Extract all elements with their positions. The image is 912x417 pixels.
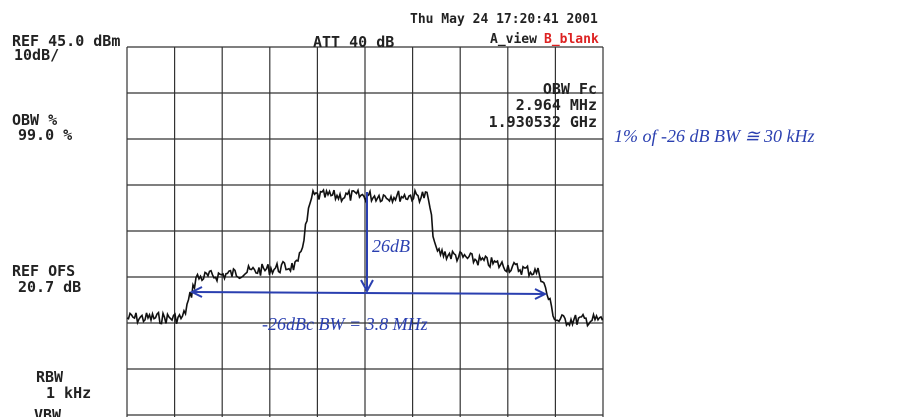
obw-value: 99.0 % <box>18 126 72 144</box>
obw-label: OBW % <box>12 111 57 129</box>
rbw-label: RBW <box>36 368 64 386</box>
ref-offset-label: REF OFS <box>12 262 75 280</box>
rbw-value: 1 kHz <box>46 384 91 402</box>
scale: 10dB/ <box>14 46 59 64</box>
bandwidth-note: -26dBc BW = 3.8 MHz <box>262 314 428 334</box>
timestamp: Thu May 24 17:20:41 2001 <box>410 12 598 27</box>
side-note: 1% of -26 dB BW ≅ 30 kHz <box>614 126 815 146</box>
arrow-head <box>360 279 374 294</box>
ref-level: REF 45.0 dBm <box>12 32 120 50</box>
marker-label: OBW Fc <box>543 80 597 98</box>
graticule <box>126 46 604 417</box>
marker-bandwidth: 2.964 MHz <box>516 96 597 114</box>
ref-offset-value: 20.7 dB <box>18 278 81 296</box>
vbw-label: VBW <box>34 406 62 417</box>
hand-markings <box>189 192 548 300</box>
bandwidth-line <box>191 291 546 295</box>
arrow-head <box>189 286 203 298</box>
arrow-head <box>534 288 548 300</box>
drop-note: 26dB <box>372 236 410 256</box>
trace <box>126 187 604 328</box>
attenuation: ATT 40 dB <box>313 33 394 51</box>
view-b: B_blank <box>544 32 599 47</box>
view-a: A_view <box>490 32 537 47</box>
marker-center: 1.930532 GHz <box>489 113 597 131</box>
